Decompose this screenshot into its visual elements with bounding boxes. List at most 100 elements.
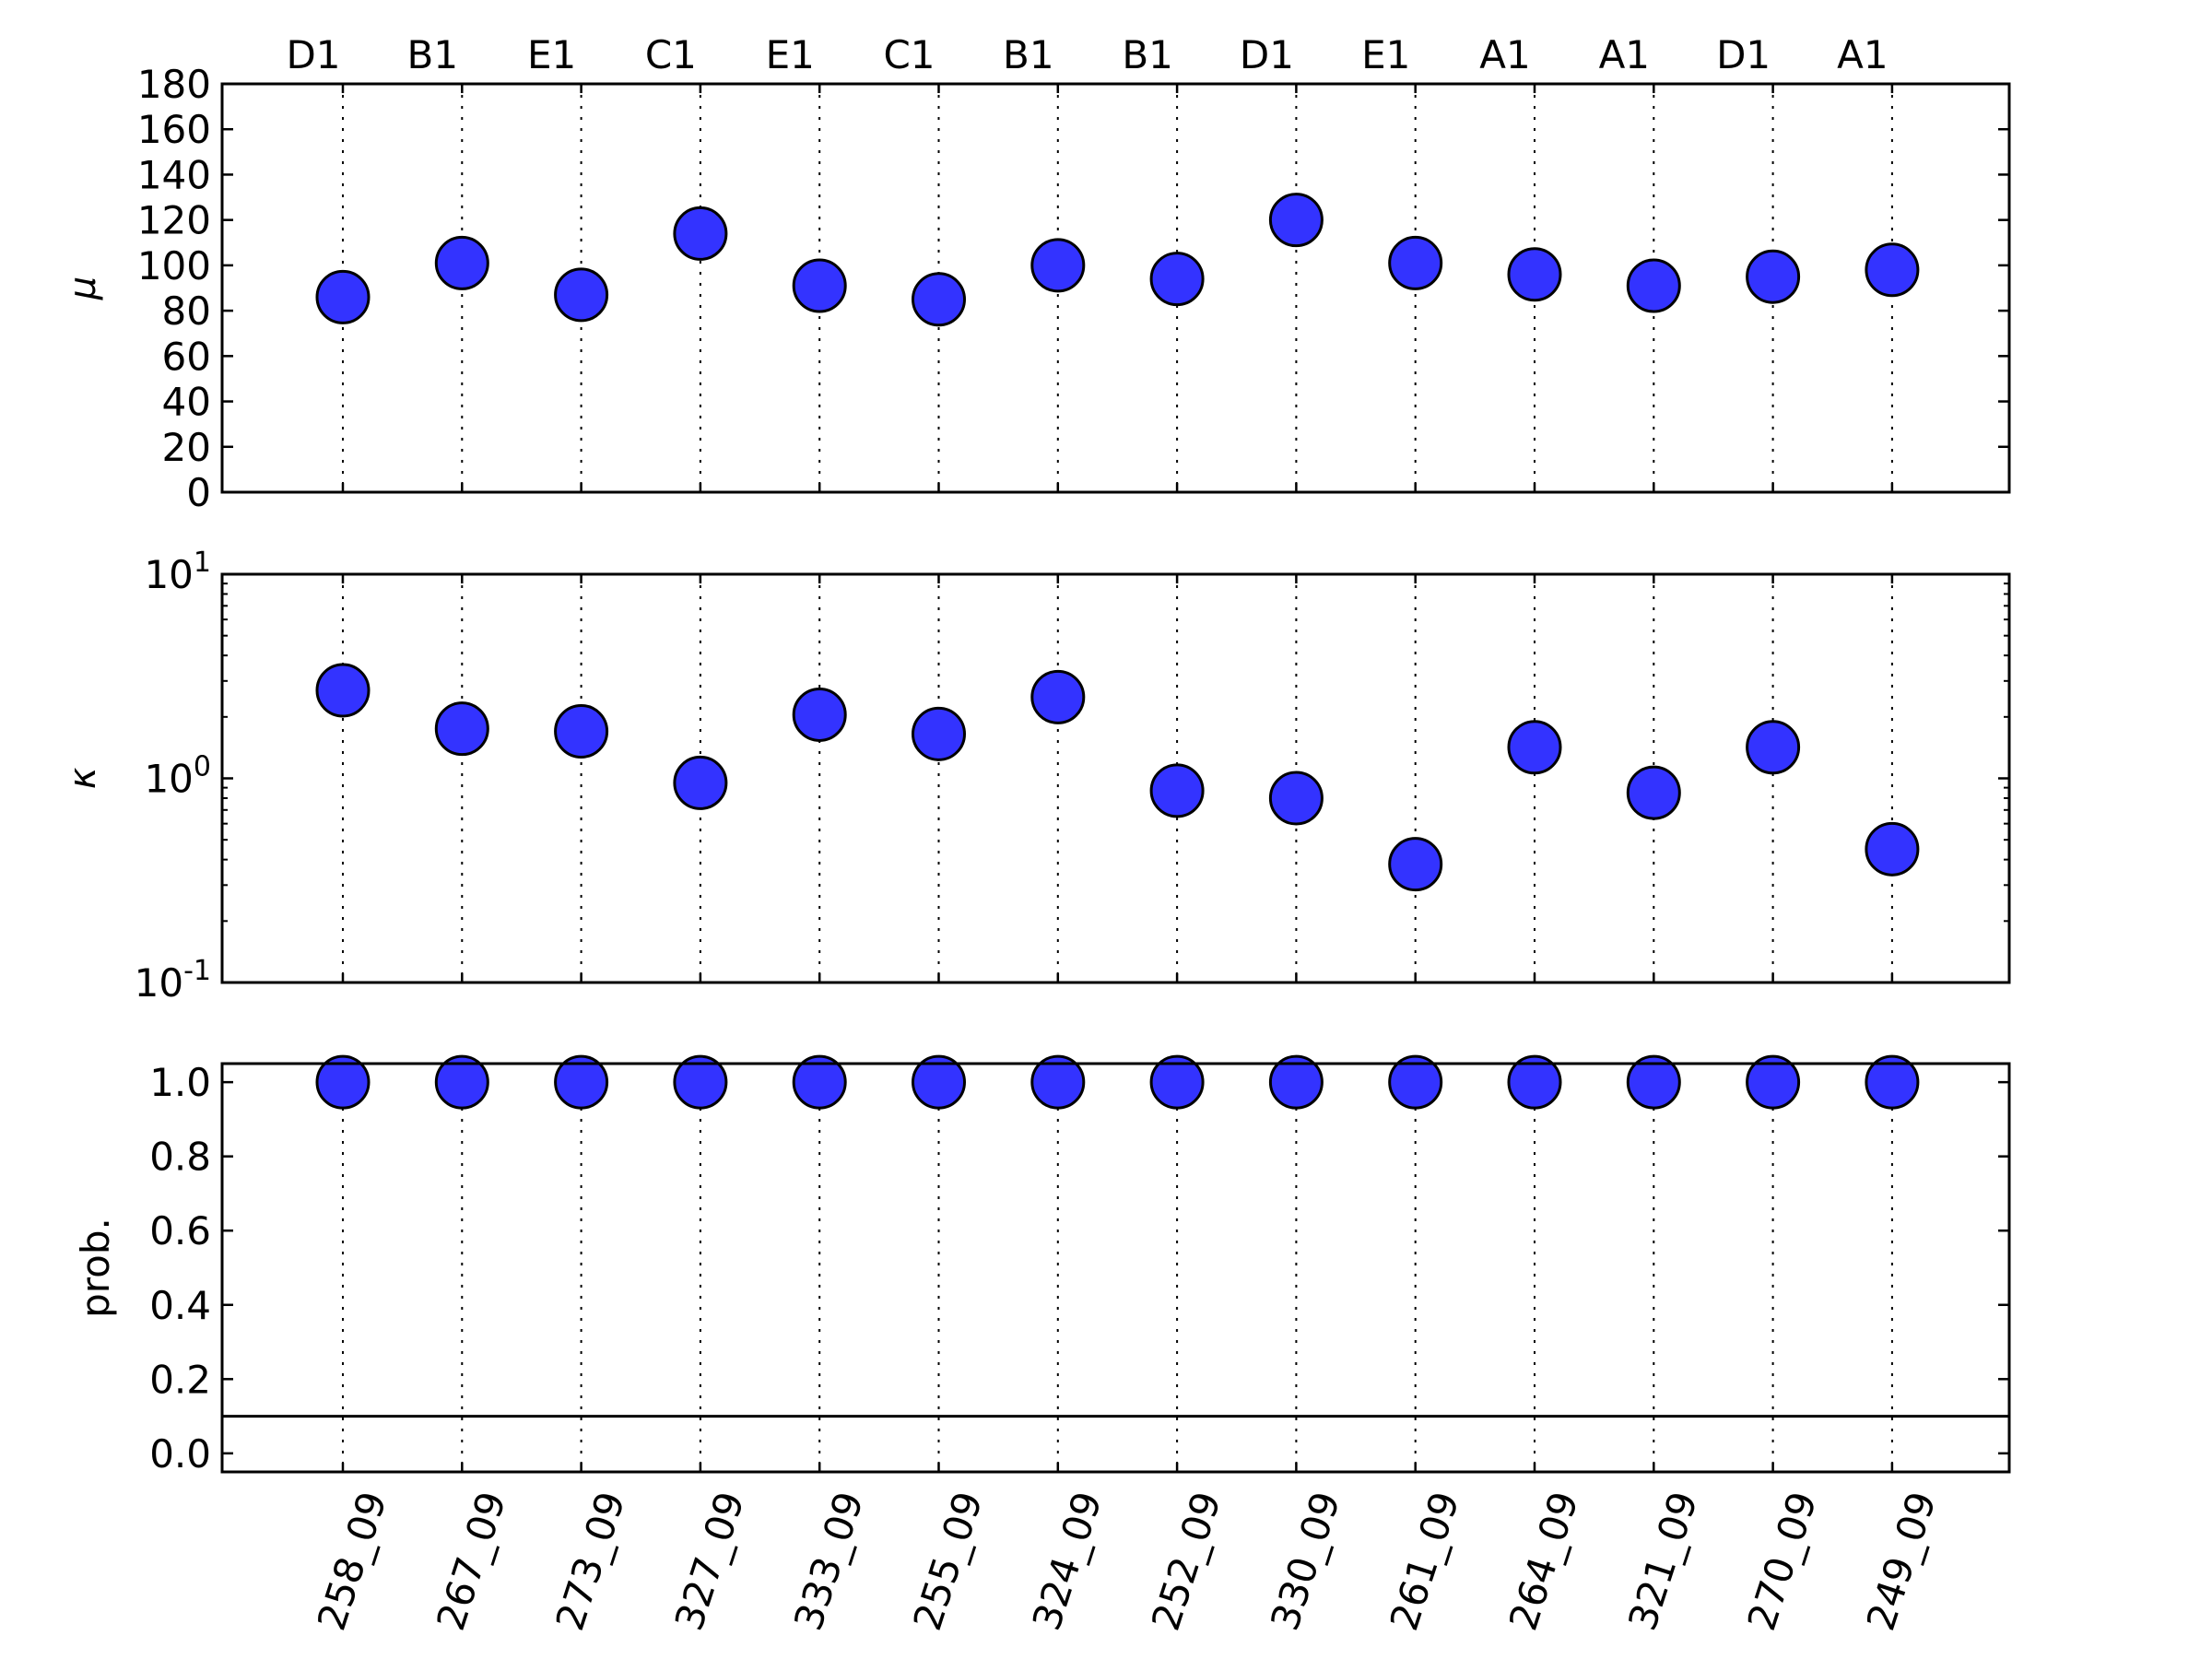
x-tick-label: 330_09: [1262, 1487, 1348, 1636]
x-tick-label: 273_09: [547, 1487, 633, 1636]
x-tick-label: 261_09: [1382, 1487, 1468, 1636]
y-axis-label: prob.: [73, 1218, 118, 1318]
data-point[interactable]: [792, 687, 847, 742]
top-label: D1: [286, 32, 340, 77]
data-point[interactable]: [1149, 763, 1205, 818]
top-label: B1: [407, 32, 459, 77]
x-tick-label: 267_09: [428, 1487, 514, 1636]
y-axis-label: μ: [62, 276, 104, 300]
top-label: C1: [645, 32, 697, 77]
panel-2: 10-1 100 101 κ: [62, 547, 2011, 1006]
x-tick-label: 264_09: [1500, 1487, 1587, 1636]
data-point[interactable]: [1388, 1054, 1443, 1110]
y-tick-label: 80: [162, 288, 211, 334]
y-tick-label: 1.0: [149, 1060, 211, 1105]
data-point[interactable]: [1507, 720, 1562, 775]
data-point[interactable]: [792, 1054, 847, 1110]
data-point[interactable]: [1030, 1054, 1086, 1110]
top-label: D1: [1716, 32, 1771, 77]
y-ticks: 0.0 0.2 0.4 0.6 0.8 1.0: [149, 1060, 2009, 1477]
y-tick-label: 40: [162, 380, 211, 425]
x-tick-label: 252_09: [1143, 1487, 1230, 1636]
data-point[interactable]: [1626, 1054, 1681, 1110]
data-point[interactable]: [912, 706, 966, 761]
data-point[interactable]: [1507, 1054, 1562, 1110]
y-tick-label: 100: [137, 243, 211, 288]
data-point[interactable]: [1268, 771, 1324, 826]
top-label: A1: [1479, 32, 1530, 77]
y-tick-label: 160: [137, 107, 211, 152]
y-tick-label: 100: [144, 751, 211, 802]
top-label: B1: [1122, 32, 1173, 77]
y-tick-label: 60: [162, 334, 211, 379]
data-point[interactable]: [1746, 1054, 1801, 1110]
data-point[interactable]: [1030, 238, 1086, 293]
data-point[interactable]: [1388, 837, 1443, 892]
y-axis-label: κ: [62, 767, 104, 789]
axes-frame: [220, 572, 2011, 984]
y-tick-label: 0.0: [149, 1431, 211, 1477]
y-tick-label: 180: [137, 62, 211, 107]
y-tick-label: 0.4: [149, 1283, 211, 1328]
data-point[interactable]: [434, 701, 489, 757]
data-point[interactable]: [792, 258, 847, 313]
data-point[interactable]: [912, 272, 966, 327]
top-label: A1: [1599, 32, 1650, 77]
y-tick-label: 0.6: [149, 1208, 211, 1253]
top-label: D1: [1240, 32, 1294, 77]
data-point[interactable]: [1268, 1054, 1324, 1110]
x-tick-label: 327_09: [666, 1487, 753, 1636]
top-label: E1: [527, 32, 576, 77]
x-tick-label: 249_09: [1858, 1487, 1945, 1636]
y-tick-label: 120: [137, 198, 211, 243]
top-label: B1: [1003, 32, 1054, 77]
data-point[interactable]: [1865, 242, 1920, 298]
data-point[interactable]: [554, 267, 609, 323]
x-tick-label: 324_09: [1024, 1487, 1111, 1636]
data-point[interactable]: [1149, 1054, 1205, 1110]
y-tick-label: 0: [186, 470, 211, 515]
data-point[interactable]: [1268, 193, 1324, 248]
data-point[interactable]: [1865, 1054, 1920, 1110]
axes-frame: [220, 82, 2011, 494]
data-point[interactable]: [1865, 821, 1920, 877]
data-point[interactable]: [673, 206, 728, 261]
panel-3: 0.0 0.2 0.4 0.6 0.8 1.0 prob. 258_09 267_09 273_0…: [73, 1054, 2011, 1636]
y-tick-label: 140: [137, 152, 211, 197]
data-point[interactable]: [315, 663, 371, 718]
data-point[interactable]: [434, 1054, 489, 1110]
top-label: A1: [1837, 32, 1888, 77]
y-ticks: 10-1 100 101: [135, 547, 2009, 1006]
y-tick-label: 0.2: [149, 1357, 211, 1402]
x-tick-label: 333_09: [785, 1487, 872, 1636]
data-point[interactable]: [1388, 235, 1443, 290]
data-point[interactable]: [1507, 247, 1562, 302]
y-tick-label: 101: [144, 547, 211, 597]
data-point[interactable]: [315, 1054, 371, 1110]
x-tick-label: 255_09: [904, 1487, 991, 1636]
data-point[interactable]: [434, 235, 489, 290]
axes-frame: [220, 1062, 2011, 1474]
data-point[interactable]: [1626, 765, 1681, 820]
data-point[interactable]: [912, 1054, 966, 1110]
data-point[interactable]: [554, 1054, 609, 1110]
top-label: C1: [883, 32, 935, 77]
y-tick-label: 20: [162, 425, 211, 470]
data-point[interactable]: [315, 269, 371, 324]
data-point[interactable]: [1746, 720, 1801, 775]
y-tick-label: 10-1: [135, 955, 211, 1006]
data-point[interactable]: [1149, 252, 1205, 307]
x-tick-label: 270_09: [1738, 1487, 1825, 1636]
data-point[interactable]: [673, 1054, 728, 1110]
data-point[interactable]: [1626, 258, 1681, 313]
data-point[interactable]: [554, 703, 609, 759]
data-point[interactable]: [673, 755, 728, 810]
top-label: E1: [766, 32, 815, 77]
y-tick-label: 0.8: [149, 1135, 211, 1180]
data-point[interactable]: [1030, 669, 1086, 724]
data-point[interactable]: [1746, 249, 1801, 304]
x-tick-label: 321_09: [1619, 1487, 1706, 1636]
